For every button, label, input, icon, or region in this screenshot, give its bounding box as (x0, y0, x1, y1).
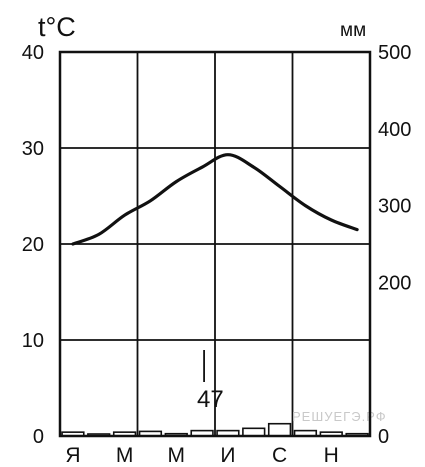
right-tick-label: 200 (378, 272, 411, 294)
precipitation-bar (267, 422, 292, 437)
month-label: И (220, 444, 235, 467)
left-tick-label: 30 (22, 138, 44, 160)
left-tick-label: 10 (22, 330, 44, 352)
plot-frame (58, 50, 372, 438)
precipitation-annotation: 47 (197, 386, 224, 413)
month-label: М (168, 444, 186, 467)
month-label: Я (65, 444, 80, 467)
left-tick-label: 20 (22, 234, 44, 256)
month-label: С (272, 444, 287, 467)
watermark: РЕШУЕГЭ.РФ (292, 409, 387, 424)
left-tick-label: 40 (22, 42, 44, 64)
month-label: М (116, 444, 134, 467)
month-label: Н (324, 444, 339, 467)
right-tick-label: 0 (378, 426, 389, 448)
left-axis-ticks: 0 10 20 30 40 (22, 42, 44, 448)
right-tick-label: 300 (378, 196, 411, 218)
left-axis-unit: t°C (38, 12, 76, 42)
grid-lines (60, 52, 370, 436)
left-tick-label: 0 (33, 426, 44, 448)
right-axis-ticks: 0 200 300 400 500 (378, 42, 411, 448)
temperature-line (71, 153, 359, 246)
right-tick-label: 500 (378, 42, 411, 64)
right-tick-label: 400 (378, 119, 411, 141)
right-axis-unit: мм (340, 20, 366, 41)
